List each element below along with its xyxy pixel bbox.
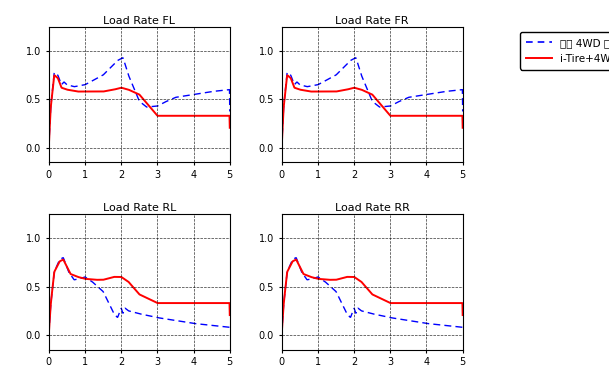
Title: Load Rate RL: Load Rate RL — [102, 203, 176, 213]
Title: Load Rate FL: Load Rate FL — [104, 16, 175, 26]
Legend: 기존 4WD 로직, i-Tire+4WD 로직: 기존 4WD 로직, i-Tire+4WD 로직 — [519, 32, 609, 70]
Title: Load Rate FR: Load Rate FR — [336, 16, 409, 26]
Title: Load Rate RR: Load Rate RR — [335, 203, 410, 213]
